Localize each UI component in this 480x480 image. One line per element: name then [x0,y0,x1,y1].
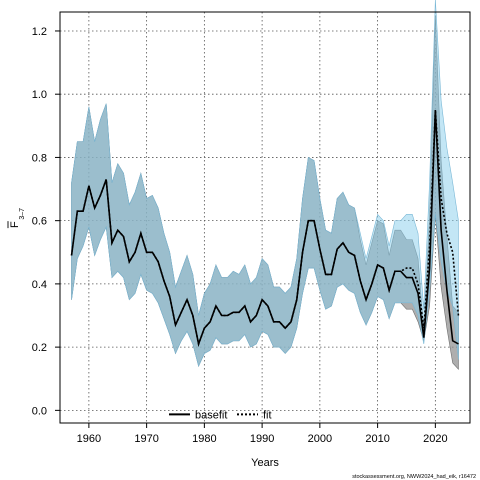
y-tick-label: 0.6 [32,216,47,228]
legend-label-basefit: basefit [195,409,227,421]
x-axis-title: Years [251,457,279,469]
y-tick-label: 1.2 [32,26,47,38]
x-tick-label: 2000 [308,433,332,445]
confidence-bands [71,0,459,371]
x-tick-label: 2010 [365,433,389,445]
y-axis-title-subscript: 3–7 [19,208,26,220]
x-axis: 1960 1970 1980 1990 2000 2010 2020 [77,423,448,445]
legend: basefit fit [169,409,272,421]
y-tick-label: 0.0 [32,405,47,417]
footer-credit: stockassessment.org, NWW2024_had_eik, r1… [352,474,476,480]
x-tick-label: 1960 [77,433,101,445]
y-axis-title: F3–7 [7,208,26,229]
plot-frame [59,11,471,424]
series-lines [70,109,460,347]
legend-label-fit: fit [263,409,272,421]
y-axis: 0.0 0.2 0.4 0.6 0.8 1.0 1.2 [32,26,60,417]
y-tick-label: 0.8 [32,152,47,164]
band-fit [71,0,459,367]
x-tick-label: 1970 [134,433,158,445]
x-tick-label: 1980 [192,433,216,445]
y-tick-label: 1.0 [32,89,47,101]
y-tick-label: 0.2 [32,342,47,354]
y-tick-label: 0.4 [32,279,47,291]
y-axis-title-main: F [9,221,21,228]
x-tick-label: 2020 [423,433,447,445]
line-fit [70,109,460,347]
x-tick-label: 1990 [250,433,274,445]
